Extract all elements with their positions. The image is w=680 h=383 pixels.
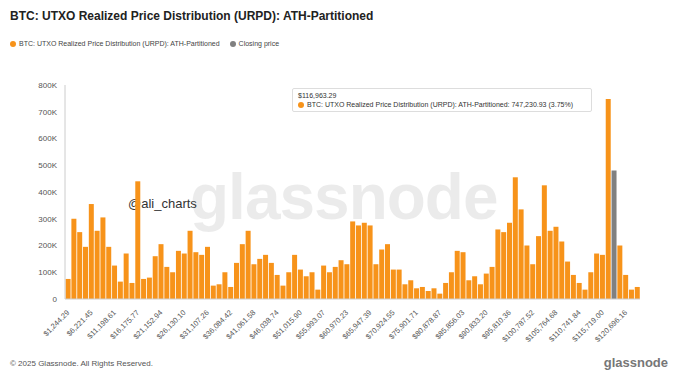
html-text:glassnode: glassnode bbox=[190, 161, 498, 233]
svg-text:$41,061.58: $41,061.58 bbox=[224, 308, 258, 342]
html-text:@ali_charts: @ali_charts bbox=[128, 196, 197, 211]
svg-text:$60,970.23: $60,970.23 bbox=[317, 308, 351, 342]
svg-text:$95,810.36: $95,810.36 bbox=[479, 308, 513, 342]
svg-text:$110,741.84: $110,741.84 bbox=[547, 308, 583, 344]
svg-text:$70,924.55: $70,924.55 bbox=[363, 308, 397, 342]
svg-text:$120,696.16: $120,696.16 bbox=[593, 308, 629, 344]
svg-text:$11,198.61: $11,198.61 bbox=[85, 308, 118, 341]
svg-text:$46,038.74: $46,038.74 bbox=[247, 308, 281, 342]
svg-text:800K: 800K bbox=[38, 81, 57, 90]
svg-text:$65,947.39: $65,947.39 bbox=[340, 308, 374, 342]
html-text:Closing price: Closing price bbox=[238, 40, 280, 47]
svg-text:100K: 100K bbox=[38, 268, 57, 277]
svg-text:$1,244.29: $1,244.29 bbox=[41, 308, 72, 339]
svg-text:$75,901.71: $75,901.71 bbox=[387, 308, 420, 342]
svg-text:700K: 700K bbox=[38, 108, 57, 117]
svg-text:200K: 200K bbox=[38, 241, 57, 250]
svg-text:$105,764.68: $105,764.68 bbox=[523, 308, 560, 344]
html-text:glassnode: glassnode bbox=[603, 355, 668, 370]
html-text:© 2025 Glassnode. All Rights R: © 2025 Glassnode. All Rights Reserved. bbox=[10, 359, 153, 368]
html-text:BTC: UTXO Realized Price Distr: BTC: UTXO Realized Price Distribution (U… bbox=[307, 101, 573, 108]
svg-text:$21,152.94: $21,152.94 bbox=[131, 308, 165, 342]
svg-text:$6,221.45: $6,221.45 bbox=[64, 308, 95, 339]
html-text:BTC: UTXO Realized Price Distr: BTC: UTXO Realized Price Distribution (U… bbox=[10, 9, 374, 23]
svg-text:$36,084.42: $36,084.42 bbox=[201, 308, 235, 342]
svg-text:400K: 400K bbox=[38, 188, 57, 197]
svg-text:$80,878.87: $80,878.87 bbox=[410, 308, 444, 342]
svg-text:600K: 600K bbox=[38, 134, 57, 143]
svg-text:$115,719.00: $115,719.00 bbox=[570, 308, 606, 344]
svg-text:$100,787.52: $100,787.52 bbox=[500, 308, 537, 344]
svg-text:300K: 300K bbox=[38, 215, 57, 224]
svg-text:500K: 500K bbox=[38, 161, 57, 170]
svg-text:$85,856.03: $85,856.03 bbox=[433, 308, 467, 342]
html-text:$116,963.29: $116,963.29 bbox=[298, 92, 337, 99]
html-text:BTC: UTXO Realized Price Distr: BTC: UTXO Realized Price Distribution (U… bbox=[19, 40, 220, 47]
svg-text:0: 0 bbox=[53, 295, 58, 304]
svg-text:$31,107.26: $31,107.26 bbox=[177, 308, 211, 342]
svg-text:$90,833.20: $90,833.20 bbox=[456, 308, 490, 342]
svg-text:$26,130.10: $26,130.10 bbox=[154, 308, 188, 342]
svg-text:$16,175.77: $16,175.77 bbox=[108, 308, 142, 342]
svg-text:$51,015.90: $51,015.90 bbox=[270, 308, 304, 342]
svg-text:$55,993.07: $55,993.07 bbox=[294, 308, 327, 342]
